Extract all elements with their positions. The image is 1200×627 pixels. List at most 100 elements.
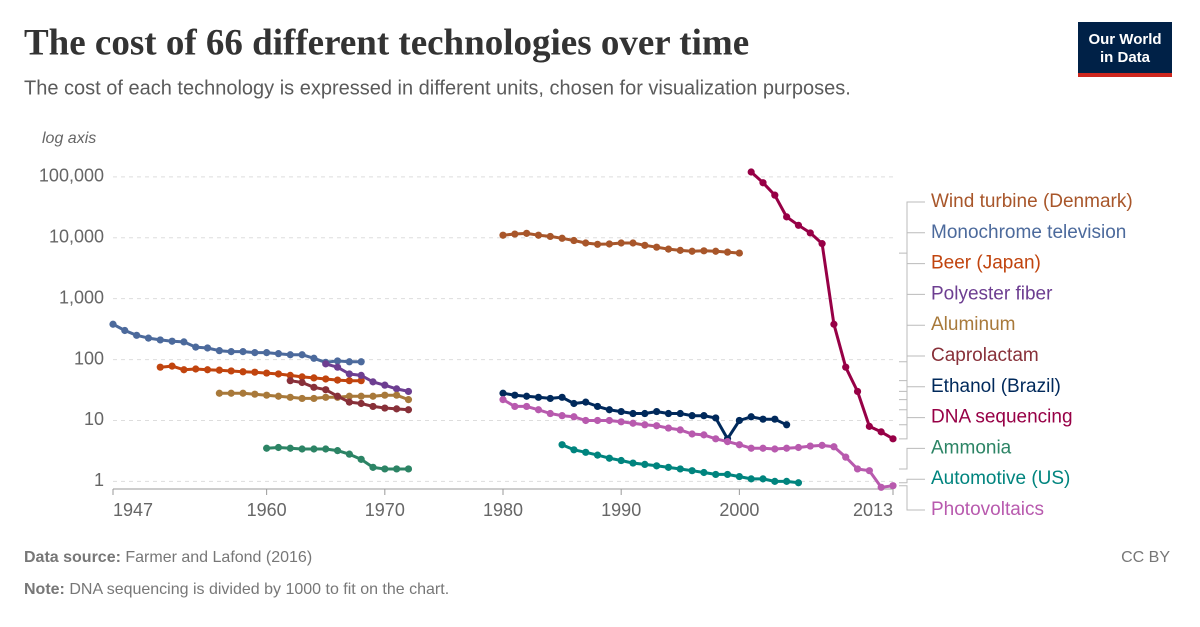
legend-connector — [899, 201, 925, 254]
data-point — [676, 465, 684, 473]
data-point — [227, 367, 235, 375]
data-point — [263, 369, 271, 377]
data-point — [227, 348, 235, 356]
legend-label: Aluminum — [931, 314, 1015, 335]
data-point — [771, 477, 779, 485]
source-label: Data source: — [24, 549, 121, 566]
data-point — [570, 399, 578, 408]
logo[interactable]: Our World in Data — [1078, 22, 1172, 77]
data-point — [712, 435, 720, 443]
x-tick-label: 2013 — [853, 500, 893, 520]
data-point — [298, 394, 306, 403]
data-point — [121, 326, 129, 335]
legend-label: Monochrome television — [931, 222, 1126, 243]
data-point — [133, 331, 141, 339]
data-point — [794, 479, 803, 487]
data-point — [274, 443, 283, 452]
data-point — [747, 413, 755, 421]
data-point — [582, 239, 590, 247]
data-point — [570, 236, 578, 245]
data-point — [239, 389, 247, 397]
data-point — [853, 387, 862, 396]
x-tick-label: 1970 — [365, 500, 405, 520]
data-point — [593, 416, 602, 425]
data-point — [203, 344, 212, 352]
data-point — [747, 475, 755, 483]
data-point — [806, 229, 814, 237]
data-point — [617, 407, 625, 416]
data-point — [582, 416, 590, 425]
data-point — [641, 421, 649, 429]
data-point — [806, 442, 814, 450]
data-point — [558, 412, 566, 420]
data-point — [593, 451, 602, 459]
legend-label: Caprolactam — [931, 345, 1039, 366]
data-point — [381, 391, 389, 399]
data-point — [582, 448, 590, 456]
data-point — [511, 402, 519, 411]
data-point — [393, 391, 401, 399]
data-point — [263, 349, 271, 357]
data-point — [676, 409, 684, 418]
data-point — [546, 232, 554, 241]
data-point — [499, 389, 507, 397]
x-tick-label: 1960 — [247, 500, 287, 520]
data-point — [239, 368, 247, 376]
data-point — [723, 438, 732, 446]
license[interactable]: CC BY — [1121, 549, 1170, 566]
data-point — [322, 360, 330, 368]
data-point — [251, 390, 259, 398]
data-point — [499, 396, 507, 404]
data-point — [109, 320, 117, 328]
data-point — [700, 431, 708, 439]
data-point — [180, 338, 188, 346]
data-point — [723, 470, 732, 479]
data-point — [369, 402, 377, 411]
data-point — [310, 354, 318, 362]
data-point — [499, 231, 507, 239]
data-point — [653, 422, 661, 430]
data-point — [830, 443, 838, 451]
data-point — [215, 347, 223, 355]
data-point — [227, 389, 235, 397]
data-point — [369, 392, 377, 400]
data-point — [203, 366, 212, 374]
data-point — [298, 373, 306, 381]
data-point — [759, 179, 767, 187]
data-point — [629, 459, 637, 467]
data-point — [712, 470, 720, 479]
data-point — [404, 396, 413, 404]
data-point — [345, 370, 353, 378]
data-point — [274, 392, 283, 400]
y-tick-label: 1 — [94, 470, 104, 490]
data-point — [156, 336, 164, 344]
data-point — [582, 398, 590, 406]
data-point — [593, 240, 602, 248]
data-point — [286, 371, 294, 379]
data-point — [251, 368, 259, 376]
data-point — [723, 248, 732, 256]
data-point — [322, 445, 330, 453]
data-point — [558, 393, 566, 401]
data-point — [688, 247, 696, 255]
data-point — [322, 375, 330, 383]
data-point — [794, 443, 803, 452]
data-point — [263, 391, 271, 399]
data-point — [298, 378, 306, 387]
legend-label: DNA sequencing — [931, 407, 1073, 428]
data-point — [830, 320, 838, 328]
data-point — [357, 455, 365, 463]
data-point — [593, 402, 602, 411]
data-point — [759, 444, 767, 452]
data-point — [333, 357, 342, 365]
data-point — [345, 377, 353, 385]
data-point — [404, 406, 413, 414]
data-point — [144, 334, 153, 342]
data-point — [771, 445, 779, 453]
data-point — [865, 422, 873, 430]
data-point — [735, 249, 743, 257]
data-point — [357, 399, 365, 408]
data-point — [794, 221, 803, 229]
data-point — [783, 477, 791, 485]
